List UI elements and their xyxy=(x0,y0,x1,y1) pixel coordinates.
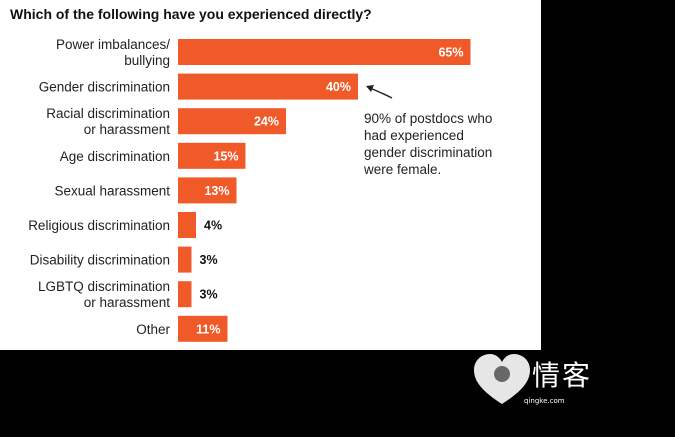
value-label-8: 11% xyxy=(196,322,220,336)
watermark-text: 情客 xyxy=(532,359,593,392)
category-label-0: Power imbalances/bullying xyxy=(56,37,170,68)
bar-4 xyxy=(178,177,237,204)
annotation-text: 90% of postdocs who had experienced gend… xyxy=(364,111,493,177)
annotation-arrowhead xyxy=(366,85,374,92)
value-label-0: 65% xyxy=(438,46,463,60)
watermark-logo xyxy=(474,354,530,404)
category-label-3: Age discrimination xyxy=(60,149,170,164)
category-label-8: Other xyxy=(136,322,170,337)
category-label-7: LGBTQ discrimination or harassment xyxy=(38,279,170,310)
bar-5 xyxy=(178,212,196,238)
value-label-6: 3% xyxy=(200,253,218,267)
watermark-subtext: qingke.com xyxy=(524,397,565,405)
category-label-6: Disability discrimination xyxy=(30,253,170,268)
annotation-arrow xyxy=(369,87,393,99)
value-label-5: 4% xyxy=(204,219,222,233)
bar-1 xyxy=(178,73,358,100)
chart-title: Which of the following have you experien… xyxy=(10,6,372,22)
chart-panel: Which of the following have you experien… xyxy=(0,0,541,350)
bar-3 xyxy=(178,142,246,169)
value-label-3: 15% xyxy=(213,149,238,163)
bar-2 xyxy=(178,108,286,135)
value-label-2: 24% xyxy=(254,115,279,129)
bar-7 xyxy=(178,281,192,308)
bar-chart: Power imbalances/bullying 65% Gender discr… xyxy=(28,37,471,342)
value-label-4: 13% xyxy=(204,184,229,198)
bar-0 xyxy=(178,39,471,65)
value-label-7: 3% xyxy=(200,288,218,302)
bar-6 xyxy=(178,246,192,273)
bar-8 xyxy=(178,315,228,342)
category-label-4: Sexual harassment xyxy=(54,183,170,198)
category-label-5: Religious discrimination xyxy=(28,218,170,233)
value-label-1: 40% xyxy=(326,80,351,94)
category-label-1: Gender discrimination xyxy=(39,80,170,95)
category-label-2: Racial discrimination or harassment xyxy=(46,106,170,137)
